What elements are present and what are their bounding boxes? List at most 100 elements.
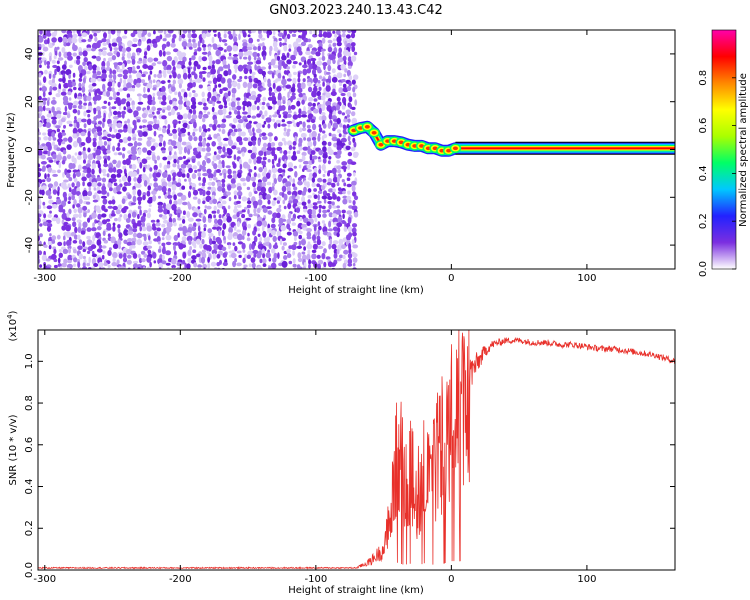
noise-cell (221, 178, 226, 184)
noise-cell (151, 100, 156, 106)
noise-cell (76, 59, 81, 65)
noise-cell (161, 223, 166, 228)
noise-cell (110, 173, 117, 179)
noise-cell (288, 48, 292, 52)
noise-cell (350, 55, 357, 62)
noise-cell (300, 238, 306, 246)
noise-cell (297, 82, 302, 89)
noise-cell (106, 192, 110, 197)
noise-cell (142, 166, 146, 173)
noise-cell (265, 117, 272, 123)
noise-cell (243, 96, 247, 102)
noise-cell (249, 131, 253, 137)
noise-cell (201, 56, 208, 62)
noise-cell (127, 213, 132, 219)
noise-cell (94, 90, 98, 97)
noise-cell (147, 32, 152, 37)
noise-cell (193, 262, 198, 268)
noise-cell (346, 92, 352, 97)
noise-cell (228, 226, 234, 234)
noise-cell (346, 114, 350, 118)
noise-cell (183, 91, 188, 99)
noise-cell (216, 169, 221, 173)
noise-cell (262, 258, 267, 264)
noise-cell (188, 92, 192, 98)
noise-cell (322, 130, 326, 134)
noise-cell (191, 114, 198, 120)
noise-cell (117, 114, 122, 118)
noise-cell (82, 241, 86, 248)
noise-cell (248, 213, 253, 218)
noise-cell (346, 183, 352, 188)
noise-cell (210, 68, 217, 75)
noise-cell (310, 119, 316, 123)
noise-cell (298, 240, 302, 246)
noise-cell (302, 146, 309, 151)
noise-cell (298, 234, 303, 240)
noise-cell (272, 82, 276, 90)
noise-cell (218, 141, 223, 147)
noise-cell (114, 101, 117, 104)
noise-cell (246, 237, 251, 242)
noise-cell (127, 238, 133, 242)
noise-cell (307, 102, 313, 107)
snr-y-axis-label: SNR (10 * v/v) (8, 414, 19, 485)
noise-cell (191, 173, 197, 180)
noise-cell (331, 201, 335, 206)
noise-cell (228, 52, 232, 57)
noise-cell (317, 263, 321, 269)
noise-cell (337, 216, 343, 223)
noise-cell (329, 238, 333, 246)
noise-cell (148, 235, 151, 241)
noise-cell (272, 257, 277, 263)
noise-cell (180, 88, 186, 93)
noise-cell (93, 32, 98, 37)
noise-cell (78, 51, 83, 56)
noise-cell (124, 120, 128, 125)
noise-cell (167, 155, 173, 161)
noise-cell (122, 87, 128, 91)
noise-cell (192, 187, 196, 191)
noise-cell (74, 152, 78, 156)
noise-cell (341, 209, 346, 214)
noise-cell (167, 191, 171, 196)
noise-cell (327, 122, 332, 129)
noise-cell (199, 189, 203, 196)
noise-cell (288, 260, 293, 265)
noise-cell (211, 249, 218, 255)
noise-cell (302, 121, 306, 129)
noise-cell (259, 236, 262, 242)
noise-cell (91, 250, 95, 255)
noise-cell (158, 142, 163, 147)
noise-cell (112, 166, 117, 173)
noise-cell (81, 106, 87, 110)
noise-cell (182, 251, 187, 259)
noise-cell (141, 158, 148, 164)
noise-cell (226, 45, 233, 52)
noise-cell (163, 208, 169, 215)
noise-cell (336, 36, 342, 43)
noise-cell (286, 59, 292, 65)
noise-cell (148, 173, 152, 179)
noise-cell (327, 228, 333, 232)
noise-cell (108, 96, 113, 101)
noise-cell (182, 67, 187, 75)
noise-cell (236, 200, 241, 204)
noise-cell (227, 234, 233, 241)
noise-cell (222, 261, 228, 267)
noise-cell (327, 46, 333, 53)
noise-cell (109, 187, 113, 192)
noise-cell (116, 33, 121, 37)
noise-cell (328, 132, 332, 137)
noise-cell (199, 243, 203, 249)
noise-cell (153, 30, 156, 35)
noise-cell (113, 47, 119, 51)
noise-cell (318, 107, 322, 115)
noise-cell (176, 261, 183, 267)
noise-cell (346, 195, 352, 201)
noise-cell (169, 151, 172, 156)
noise-cell (42, 201, 46, 206)
noise-cell (67, 136, 73, 143)
noise-cell (76, 219, 82, 223)
noise-cell (351, 180, 357, 186)
